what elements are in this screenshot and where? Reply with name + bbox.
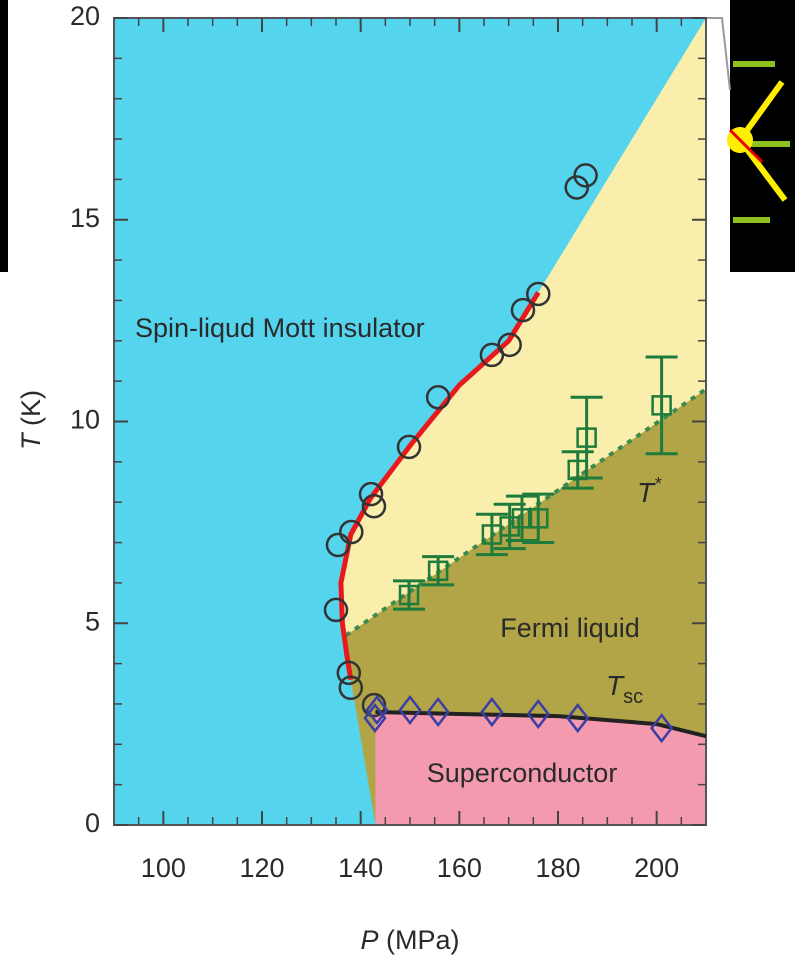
x-tick-label: 120 bbox=[239, 853, 284, 883]
y-tick-label: 20 bbox=[70, 1, 100, 31]
region-label: Fermi liquid bbox=[500, 613, 640, 643]
tstar-point bbox=[511, 508, 533, 529]
x-symbol: P bbox=[360, 925, 378, 955]
tstar-sup: * bbox=[654, 474, 662, 494]
y-tick-label: 0 bbox=[85, 808, 100, 838]
tstar-line bbox=[344, 387, 708, 638]
mott-point bbox=[325, 532, 351, 558]
error-bar bbox=[475, 512, 508, 557]
error-bar bbox=[522, 492, 555, 545]
mott-point bbox=[526, 281, 551, 307]
tsc-point bbox=[426, 696, 450, 728]
tstar-point bbox=[576, 427, 597, 448]
tstar-point bbox=[528, 508, 549, 529]
tstar-label: T* bbox=[637, 474, 662, 509]
tsc-point bbox=[526, 698, 550, 730]
mott-point bbox=[323, 597, 349, 623]
x-unit: (MPa) bbox=[386, 925, 460, 955]
regions bbox=[114, 18, 706, 825]
mott-point bbox=[338, 675, 364, 701]
error-bar bbox=[645, 355, 678, 456]
error-bar bbox=[561, 450, 594, 490]
mott-point bbox=[497, 332, 522, 358]
tsc-label: Tsc bbox=[606, 670, 643, 708]
x-tick-label: 160 bbox=[437, 853, 482, 883]
tsc-main: T bbox=[606, 670, 625, 701]
x-axis-label: P (MPa) bbox=[360, 925, 459, 955]
side-image-left bbox=[0, 0, 8, 272]
tsc-point bbox=[566, 703, 590, 734]
mott-point bbox=[573, 163, 598, 188]
mott-point bbox=[358, 481, 384, 507]
mott-point bbox=[361, 692, 387, 718]
y-unit: (K) bbox=[16, 390, 46, 426]
tsc-point bbox=[650, 713, 674, 744]
tstar-point bbox=[427, 560, 449, 582]
x-tick-label: 140 bbox=[338, 853, 383, 883]
x-tick-label: 180 bbox=[535, 853, 580, 883]
side-image-right bbox=[727, 0, 795, 272]
tsc-sub: sc bbox=[623, 686, 643, 708]
y-tick-label: 10 bbox=[70, 405, 100, 435]
tsc-point bbox=[398, 694, 422, 726]
mott-point bbox=[361, 493, 387, 519]
mott-point bbox=[336, 660, 362, 686]
x-tick-label: 200 bbox=[634, 853, 679, 883]
error-bar bbox=[570, 395, 603, 480]
mott-point bbox=[425, 385, 451, 410]
y-tick-label: 15 bbox=[70, 203, 100, 233]
region-label: Spin-liqud Mott insulator bbox=[135, 313, 425, 343]
y-tick-label: 5 bbox=[85, 606, 100, 636]
x-tick-label: 100 bbox=[141, 853, 186, 883]
plot-area: 100 120 140 160 180 200 0 5 10 15 20 Spin-liqud Mot… bbox=[70, 1, 708, 883]
region-superconductor bbox=[375, 712, 706, 825]
tstar-main: T bbox=[637, 477, 656, 508]
mott-point bbox=[396, 434, 422, 460]
mott-point bbox=[564, 175, 589, 200]
y-symbol: T bbox=[16, 431, 46, 450]
region-label: Superconductor bbox=[427, 758, 618, 788]
tstar-point bbox=[398, 584, 420, 606]
tstar-point bbox=[651, 395, 672, 416]
tsc-point bbox=[365, 694, 389, 726]
frame-tail bbox=[706, 17, 731, 91]
tsc-point bbox=[480, 696, 504, 728]
mott-point bbox=[510, 297, 536, 323]
error-bar bbox=[505, 494, 538, 543]
y-axis-label: T (K) bbox=[16, 390, 46, 450]
mott-point bbox=[339, 519, 364, 545]
